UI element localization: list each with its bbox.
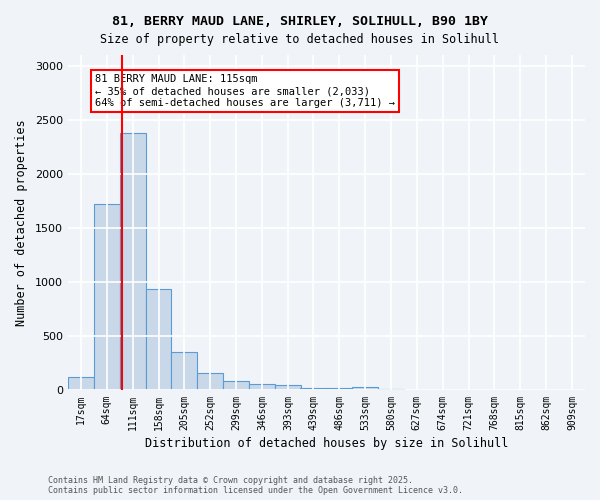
Bar: [68, 377, 94, 390]
Y-axis label: Number of detached properties: Number of detached properties: [15, 119, 28, 326]
Bar: [119, 133, 146, 390]
Bar: [275, 385, 301, 390]
Text: 81 BERRY MAUD LANE: 115sqm
← 35% of detached houses are smaller (2,033)
64% of s: 81 BERRY MAUD LANE: 115sqm ← 35% of deta…: [95, 74, 395, 108]
Text: Size of property relative to detached houses in Solihull: Size of property relative to detached ho…: [101, 32, 499, 46]
Bar: [223, 381, 249, 390]
Text: Contains HM Land Registry data © Crown copyright and database right 2025.
Contai: Contains HM Land Registry data © Crown c…: [48, 476, 463, 495]
Bar: [301, 388, 326, 390]
Bar: [146, 290, 172, 390]
Bar: [197, 373, 223, 390]
Bar: [326, 388, 352, 390]
Text: 81, BERRY MAUD LANE, SHIRLEY, SOLIHULL, B90 1BY: 81, BERRY MAUD LANE, SHIRLEY, SOLIHULL, …: [112, 15, 488, 28]
Bar: [249, 384, 275, 390]
Bar: [94, 204, 119, 390]
Bar: [172, 352, 197, 390]
Bar: [352, 386, 378, 390]
X-axis label: Distribution of detached houses by size in Solihull: Distribution of detached houses by size …: [145, 437, 508, 450]
